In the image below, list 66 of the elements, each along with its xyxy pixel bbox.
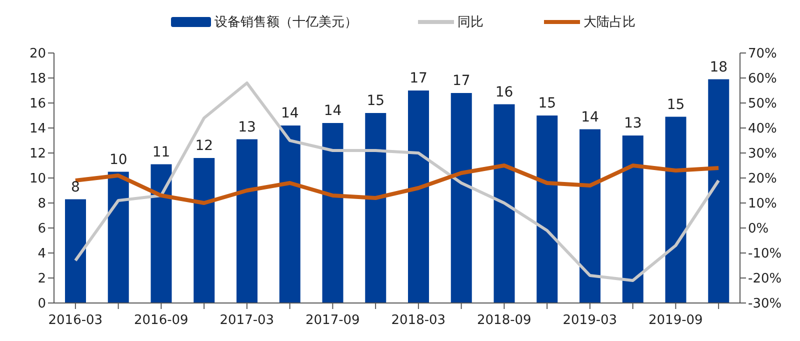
bar <box>450 93 472 303</box>
data-label: 14 <box>280 106 299 122</box>
y2-tick-label: -10% <box>748 246 782 262</box>
data-label: 8 <box>71 179 80 196</box>
y-tick-label: 18 <box>29 72 46 87</box>
y-tick-label: 12 <box>29 146 46 162</box>
bar <box>65 199 86 303</box>
bar <box>236 139 258 303</box>
bar <box>622 136 644 303</box>
legend-label: 大陆占比 <box>582 14 636 31</box>
y-tick-label: 4 <box>38 246 46 262</box>
y2-tick-label: 30% <box>748 146 777 162</box>
x-tick-label: 2016-03 <box>48 313 103 328</box>
y-tick-label: 6 <box>38 222 46 237</box>
data-label: 13 <box>238 119 256 136</box>
data-label: 13 <box>624 116 642 132</box>
legend-label: 同比 <box>456 14 484 31</box>
y2-tick-label: 40% <box>748 122 777 137</box>
data-label: 11 <box>152 144 170 160</box>
y-tick-label: 20 <box>29 46 46 62</box>
bar <box>536 116 558 303</box>
x-tick-label: 2018-09 <box>477 313 532 328</box>
y-tick-label: 10 <box>29 172 46 187</box>
data-label: 15 <box>666 96 685 113</box>
y-tick-label: 0 <box>38 296 46 312</box>
bar <box>580 129 600 303</box>
x-tick-label: 2018-03 <box>391 313 446 328</box>
x-tick-label: 2016-09 <box>134 313 188 328</box>
y2-tick-label: 70% <box>748 46 777 62</box>
data-label: 15 <box>538 96 556 112</box>
y-tick-label: 16 <box>29 96 46 112</box>
data-label: 18 <box>710 59 728 76</box>
y2-tick-label: -20% <box>748 272 782 287</box>
data-label: 14 <box>324 103 342 119</box>
x-tick-label: 2019-09 <box>648 313 703 328</box>
bar <box>108 172 129 303</box>
bar <box>279 126 300 303</box>
bar <box>365 113 386 303</box>
bar <box>708 79 730 303</box>
x-tick-label: 2017-03 <box>220 313 274 328</box>
y2-tick-label: -30% <box>748 296 782 312</box>
data-label: 17 <box>410 70 428 86</box>
data-label: 17 <box>452 73 470 89</box>
bar <box>150 164 172 303</box>
bar <box>194 158 215 303</box>
line-series <box>73 164 721 205</box>
data-label: 12 <box>195 138 214 154</box>
y2-tick-label: 50% <box>748 96 777 112</box>
data-label: 16 <box>495 84 514 100</box>
x-tick-label: 2019-03 <box>562 313 618 328</box>
data-label: 14 <box>581 109 599 126</box>
y2-tick-label: 60% <box>748 72 777 87</box>
y-tick-label: 8 <box>38 196 46 212</box>
y-tick-label: 14 <box>29 122 46 137</box>
bar <box>322 123 344 303</box>
data-label: 10 <box>109 152 128 168</box>
y2-tick-label: 10% <box>748 196 777 212</box>
legend-label: 设备销售额（十亿美元） <box>214 14 358 31</box>
bar <box>665 116 686 303</box>
y2-tick-label: 0% <box>748 222 769 237</box>
bar <box>408 90 429 303</box>
y-tick-label: 2 <box>38 272 46 287</box>
y2-tick-label: 20% <box>748 172 777 187</box>
data-label: 15 <box>366 93 385 109</box>
x-tick-label: 2017-09 <box>306 313 360 328</box>
bar <box>494 104 515 303</box>
